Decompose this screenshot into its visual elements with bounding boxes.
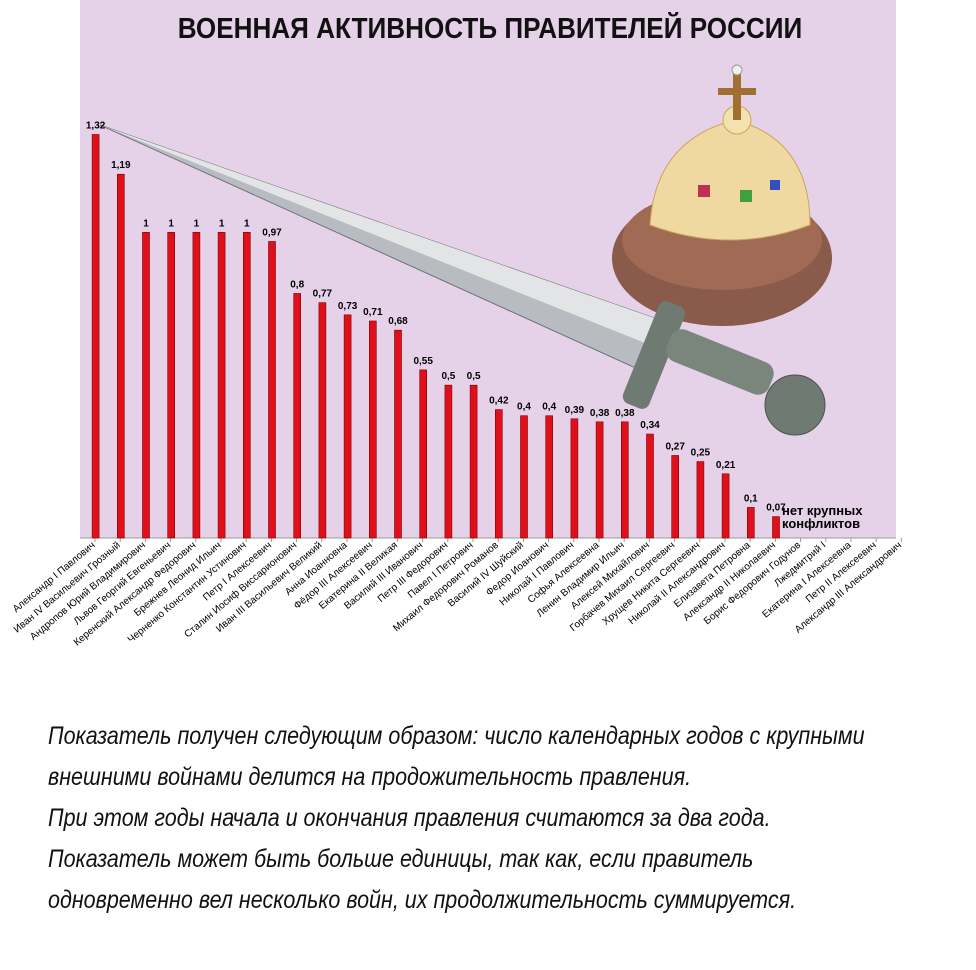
bar [243, 232, 251, 539]
value-label: 0,5 [441, 371, 455, 382]
bar [368, 320, 377, 539]
bar [494, 409, 503, 539]
bar [469, 384, 478, 539]
bar [192, 232, 201, 539]
notes: Показатель получен следующим образом: чи… [48, 716, 958, 921]
value-label: 0,71 [363, 307, 383, 318]
bar [520, 415, 528, 539]
value-label: 0,4 [542, 402, 556, 413]
bar [545, 415, 554, 539]
bar [444, 384, 453, 539]
chart-title: ВОЕННАЯ АКТИВНОСТЬ ПРАВИТЕЛЕЙ РОССИИ [178, 12, 803, 45]
value-label: 0,39 [565, 405, 585, 416]
value-label: 0,5 [467, 371, 481, 382]
chart: ВОЕННАЯ АКТИВНОСТЬ ПРАВИТЕЛЕЙ РОССИИ Але… [11, 0, 904, 648]
bar [91, 134, 100, 539]
bar [671, 455, 680, 539]
bar [646, 433, 654, 539]
bar [217, 232, 226, 539]
note-line: Показатель получен следующим образом: чи… [48, 722, 865, 750]
bar [696, 461, 705, 539]
bar [746, 507, 755, 539]
value-label: 0,73 [338, 301, 358, 312]
note-line: одновременно вел несколько войн, их прод… [48, 886, 797, 914]
value-label: 0,97 [262, 227, 282, 238]
bar [772, 516, 780, 539]
value-label: 1 [244, 218, 250, 229]
bar [117, 173, 125, 539]
value-label: 0,8 [290, 279, 304, 290]
bar [343, 314, 352, 539]
value-label: 1 [143, 218, 149, 229]
value-label: 1 [219, 218, 225, 229]
bar [620, 421, 629, 539]
bar [419, 369, 428, 539]
value-label: 0,38 [615, 408, 635, 419]
crown [612, 64, 832, 326]
value-label: 1 [194, 218, 200, 229]
note-line: внешними войнами делится на продожительн… [48, 763, 692, 791]
value-label: 0,4 [517, 402, 531, 413]
bar [293, 293, 302, 539]
annotation: нет крупных [782, 503, 863, 518]
value-label: 1 [168, 218, 174, 229]
value-label: 0,25 [691, 448, 711, 459]
value-label: 0,07 [766, 503, 786, 514]
bar [167, 232, 175, 539]
bar [394, 329, 402, 539]
value-label: 0,42 [489, 396, 509, 407]
annotation: конфликтов [782, 516, 860, 531]
value-label: 1,19 [111, 160, 131, 171]
value-label: 0,1 [744, 493, 758, 504]
value-label: 0,38 [590, 408, 610, 419]
value-label: 0,27 [665, 441, 685, 452]
bar [595, 421, 604, 539]
value-label: 1,32 [86, 121, 106, 132]
note-line: При этом годы начала и окончания правлен… [48, 804, 771, 832]
value-label: 0,21 [716, 460, 736, 471]
value-label: 0,34 [640, 420, 660, 431]
value-label: 0,55 [413, 356, 433, 367]
bar [318, 302, 327, 539]
value-label: 0,68 [388, 316, 408, 327]
value-label: 0,77 [313, 289, 333, 300]
bar [142, 232, 150, 539]
bar [570, 418, 579, 539]
bar [268, 241, 276, 539]
sword [99, 124, 826, 436]
bar [721, 473, 730, 539]
note-line: Показатель может быть больше единицы, та… [48, 845, 754, 873]
